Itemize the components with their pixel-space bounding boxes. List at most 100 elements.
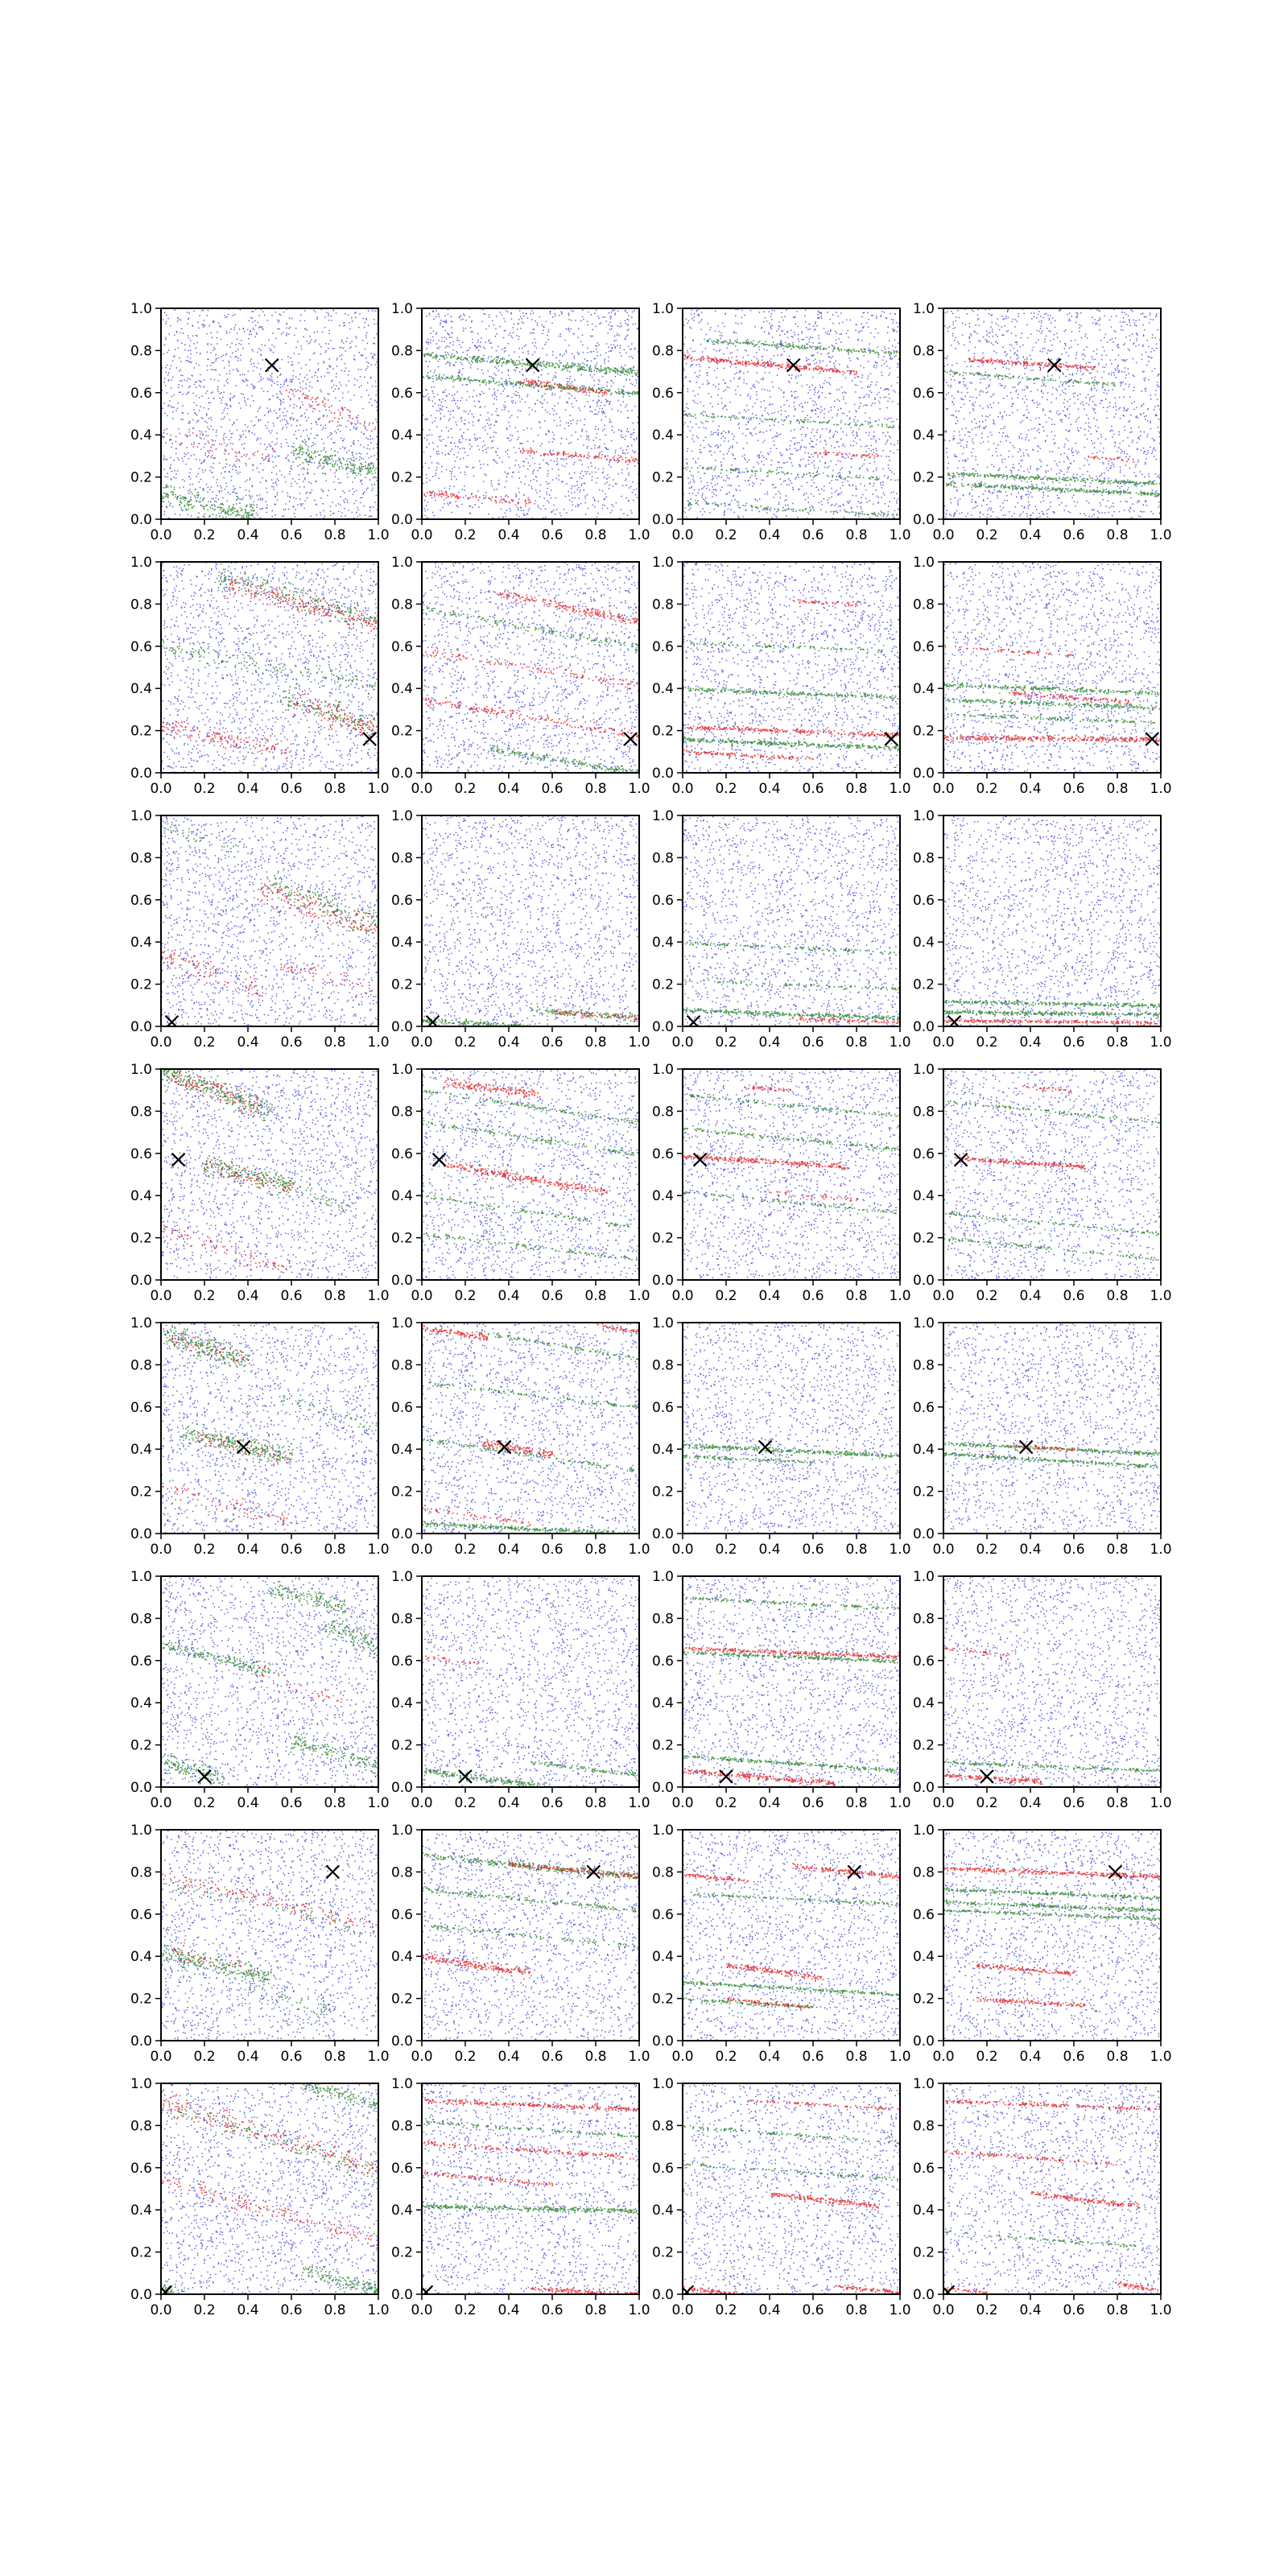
- y-tick-label: 0.8: [913, 1104, 935, 1120]
- y-tick-label: 0.2: [130, 977, 152, 993]
- x-tick-label: 0.0: [932, 1795, 954, 1811]
- y-tick-label: 0.0: [913, 512, 935, 528]
- x-tick-label: 1.0: [628, 527, 650, 543]
- x-tick-label: 0.8: [845, 1795, 867, 1811]
- y-tick-label: 0.4: [913, 1188, 935, 1204]
- x-tick-label: 0.0: [150, 2302, 171, 2318]
- y-tick-label: 0.6: [391, 1400, 413, 1416]
- x-tick-label: 0.2: [454, 527, 476, 543]
- x-tick-label: 0.2: [454, 2302, 476, 2318]
- x-tick-label: 0.0: [671, 2302, 693, 2318]
- y-tick-label: 0.2: [130, 724, 152, 740]
- x-tick-label: 0.0: [411, 1034, 432, 1051]
- x-tick-label: 1.0: [1150, 1034, 1171, 1051]
- y-tick-label: 0.0: [391, 2033, 413, 2050]
- x-tick-label: 0.8: [584, 1795, 606, 1811]
- x-tick-label: 0.6: [280, 1034, 302, 1051]
- y-tick-label: 1.0: [913, 1569, 935, 1585]
- y-tick-label: 0.6: [652, 2161, 674, 2177]
- y-tick-label: 0.2: [130, 2245, 152, 2261]
- x-tick-label: 0.6: [1063, 2302, 1084, 2318]
- x-tick-label: 0.0: [411, 1542, 432, 1558]
- x-tick-label: 0.2: [193, 2302, 215, 2318]
- y-tick-label: 0.8: [652, 597, 674, 613]
- x-tick-label: 0.8: [845, 1034, 867, 1051]
- x-tick-label: 1.0: [628, 1542, 650, 1558]
- x-tick-label: 0.2: [715, 1034, 737, 1051]
- x-tick-label: 0.2: [193, 2049, 215, 2065]
- y-tick-label: 1.0: [130, 1569, 152, 1585]
- y-tick-label: 0.0: [913, 1780, 935, 1796]
- y-tick-label: 0.4: [652, 1949, 674, 1965]
- y-tick-label: 0.6: [652, 386, 674, 402]
- x-tick-label: 1.0: [1150, 2302, 1171, 2318]
- y-tick-label: 0.0: [391, 1780, 413, 1796]
- y-tick-label: 0.8: [130, 597, 152, 613]
- x-tick-label: 0.8: [584, 2049, 606, 2065]
- y-tick-label: 0.2: [130, 1738, 152, 1754]
- y-tick-label: 0.8: [652, 2118, 674, 2134]
- y-tick-label: 1.0: [391, 1315, 413, 1331]
- y-tick-label: 0.0: [130, 1526, 152, 1542]
- y-tick-label: 0.0: [130, 1019, 152, 1035]
- x-tick-label: 0.0: [671, 1034, 693, 1051]
- x-tick-label: 1.0: [889, 2049, 910, 2065]
- x-tick-label: 0.2: [715, 2302, 737, 2318]
- x-tick-label: 0.4: [237, 1034, 258, 1051]
- x-tick-label: 0.0: [411, 2049, 432, 2065]
- x-tick-label: 0.8: [1106, 1034, 1128, 1051]
- x-tick-label: 0.8: [584, 781, 606, 797]
- y-tick-label: 0.0: [391, 1526, 413, 1542]
- x-tick-label: 0.2: [715, 1542, 737, 1558]
- x-tick-label: 0.6: [802, 1034, 824, 1051]
- y-tick-label: 0.4: [391, 935, 413, 951]
- x-tick-label: 0.0: [411, 1795, 432, 1811]
- x-tick-label: 0.8: [845, 1288, 867, 1304]
- y-tick-label: 0.4: [913, 1442, 935, 1458]
- x-tick-label: 1.0: [889, 527, 910, 543]
- y-tick-label: 1.0: [391, 1823, 413, 1839]
- x-tick-label: 0.6: [1063, 1542, 1084, 1558]
- y-tick-label: 1.0: [391, 1569, 413, 1585]
- x-tick-label: 0.2: [715, 781, 737, 797]
- y-tick-label: 0.4: [652, 2202, 674, 2219]
- x-tick-label: 0.4: [237, 781, 258, 797]
- x-tick-label: 0.6: [802, 1795, 824, 1811]
- x-tick-label: 0.2: [976, 1795, 997, 1811]
- x-tick-label: 0.6: [280, 1288, 302, 1304]
- x-tick-label: 0.4: [497, 527, 519, 543]
- x-tick-label: 0.6: [280, 527, 302, 543]
- x-tick-label: 0.0: [150, 1288, 171, 1304]
- x-tick-label: 0.4: [758, 2302, 780, 2318]
- y-tick-label: 0.6: [913, 893, 935, 909]
- x-tick-label: 0.4: [758, 781, 780, 797]
- y-tick-label: 1.0: [391, 555, 413, 571]
- y-tick-label: 0.2: [913, 724, 935, 740]
- y-tick-label: 0.6: [391, 1653, 413, 1670]
- x-tick-label: 0.8: [324, 527, 345, 543]
- y-tick-label: 0.8: [130, 343, 152, 359]
- y-tick-label: 1.0: [652, 301, 674, 317]
- y-tick-label: 0.6: [130, 893, 152, 909]
- y-tick-label: 0.4: [652, 935, 674, 951]
- x-tick-label: 0.6: [1063, 1034, 1084, 1051]
- x-tick-label: 0.4: [758, 527, 780, 543]
- x-tick-label: 0.0: [932, 2302, 954, 2318]
- x-tick-label: 0.2: [976, 781, 997, 797]
- x-tick-label: 0.2: [454, 781, 476, 797]
- x-tick-label: 0.6: [280, 1542, 302, 1558]
- x-tick-label: 0.4: [1019, 1288, 1041, 1304]
- x-tick-label: 1.0: [1150, 781, 1171, 797]
- x-tick-label: 0.0: [150, 1542, 171, 1558]
- y-tick-label: 0.4: [652, 1442, 674, 1458]
- y-tick-label: 0.0: [913, 1273, 935, 1289]
- x-tick-label: 0.4: [758, 1795, 780, 1811]
- x-tick-label: 0.0: [671, 1795, 693, 1811]
- y-tick-label: 0.2: [391, 724, 413, 740]
- y-tick-label: 0.2: [391, 1992, 413, 2008]
- x-tick-label: 0.0: [932, 1034, 954, 1051]
- x-tick-label: 0.4: [758, 2049, 780, 2065]
- y-tick-label: 1.0: [130, 1823, 152, 1839]
- y-tick-label: 0.6: [652, 639, 674, 655]
- x-tick-label: 1.0: [889, 1288, 910, 1304]
